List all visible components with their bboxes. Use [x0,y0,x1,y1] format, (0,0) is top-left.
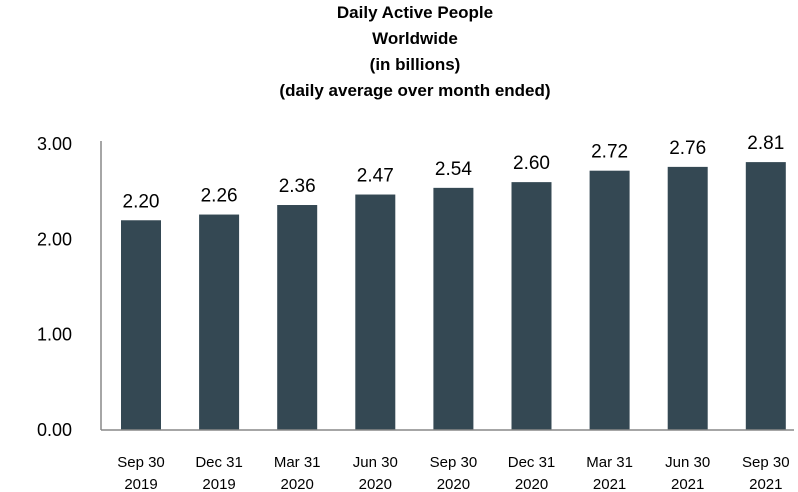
data-label: 2.36 [279,176,316,197]
x-tick-label-year: 2020 [359,476,392,492]
x-tick-label: Sep 30 [430,454,478,471]
data-label: 2.54 [435,159,472,180]
x-tick-label: Dec 31 [195,454,243,471]
x-tick-label-year: 2021 [671,476,704,492]
x-tick-label: Sep 30 [742,454,790,471]
bar [745,162,786,430]
data-label: 2.47 [357,166,394,187]
x-tick-label-year: 2019 [202,476,235,492]
bar [277,205,318,430]
bar [667,166,708,430]
bar [355,194,396,430]
x-tick-label: Dec 31 [508,454,556,471]
x-tick-label-year: 2021 [593,476,626,492]
bar [199,214,240,430]
bar [433,187,474,430]
chart-title: Daily Active People Worldwide (in billio… [0,0,798,104]
data-label: 2.72 [591,142,628,163]
bar [511,182,552,430]
data-label: 2.81 [747,133,784,154]
x-tick-label-year: 2020 [515,476,548,492]
chart-title-line-1: Daily Active People [336,3,494,22]
data-label: 2.76 [669,138,706,159]
y-tick-label: 2.00 [37,229,72,249]
x-tick-label-year: 2019 [124,476,157,492]
data-label: 2.60 [513,153,550,174]
bar [121,220,161,430]
x-tick-label: Sep 30 [117,454,165,471]
x-tick-label: Mar 31 [274,454,321,471]
data-label: 2.26 [201,186,238,207]
data-label: 2.20 [123,191,160,212]
x-tick-label: Jun 30 [665,454,710,471]
y-tick-label: 3.00 [37,134,72,154]
bar [589,170,630,430]
chart-title-line-4: (daily average over month ended) [279,81,551,100]
chart-title-line-2: Worldwide [372,29,458,48]
x-tick-label-year: 2020 [437,476,470,492]
y-tick-label: 0.00 [37,420,72,440]
x-tick-label: Jun 30 [353,454,398,471]
x-tick-label-year: 2020 [281,476,314,492]
y-tick-label: 1.00 [37,325,72,345]
chart-title-line-3: (in billions) [369,55,461,74]
x-tick-label: Mar 31 [586,454,633,471]
x-tick-label-year: 2021 [749,476,782,492]
